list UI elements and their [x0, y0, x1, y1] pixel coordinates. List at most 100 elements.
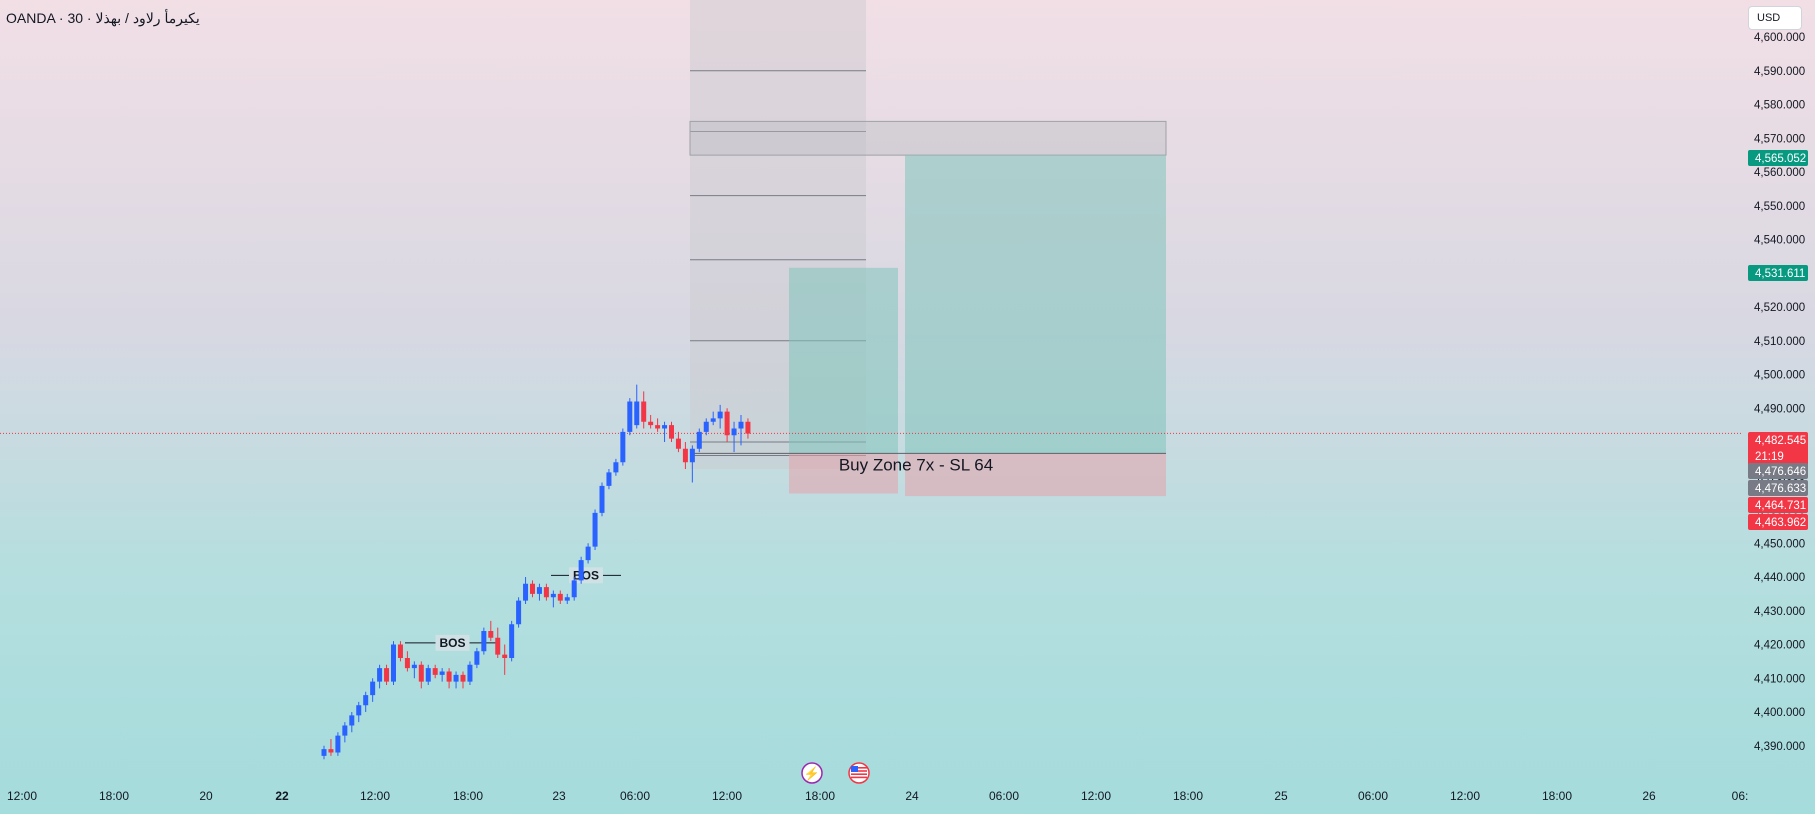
candle-body — [516, 600, 522, 625]
candle — [662, 421, 668, 442]
candle — [682, 442, 688, 469]
candle — [418, 661, 424, 689]
candle-body — [502, 654, 508, 658]
price-tag: 4,464.731 — [1748, 497, 1808, 513]
price-tick-label: 4,430.000 — [1754, 606, 1805, 618]
small-target-zone — [789, 267, 898, 454]
candle-body — [675, 438, 681, 449]
candle — [356, 701, 362, 723]
time-tick-label: 06:00 — [989, 789, 1019, 803]
candle — [724, 408, 730, 442]
price-tick-label: 4,410.000 — [1754, 673, 1805, 685]
candle — [425, 664, 431, 685]
big-target-zone — [905, 154, 1166, 454]
time-tick-label: 22 — [275, 789, 289, 803]
price-tick-label: 4,390.000 — [1754, 741, 1805, 753]
candle-body — [738, 421, 744, 429]
candle — [738, 415, 744, 446]
candle — [696, 428, 702, 453]
candle — [488, 620, 494, 642]
small-stop-zone — [789, 453, 898, 494]
candle — [634, 384, 640, 429]
price-tick-label: 4,590.000 — [1754, 66, 1805, 78]
price-tick-label: 4,560.000 — [1754, 167, 1805, 179]
lightning-event-icon: ⚡ — [801, 762, 823, 784]
candle — [349, 712, 355, 733]
candle-body — [578, 560, 584, 581]
time-tick-label: 12:00 — [7, 789, 37, 803]
candle-body — [384, 668, 390, 682]
price-tag-label: 4,463.962 — [1755, 517, 1806, 529]
candle-body — [411, 664, 417, 669]
candle-body — [717, 411, 723, 419]
price-tag: 4,482.545 21:19 — [1748, 432, 1808, 466]
candle — [460, 671, 466, 689]
candle-body — [689, 448, 695, 463]
candle-body — [648, 421, 654, 426]
price-tick-label: 4,550.000 — [1754, 201, 1805, 213]
price-tick-label: 4,400.000 — [1754, 707, 1805, 719]
time-tick-label: 12:00 — [360, 789, 390, 803]
candle-body — [342, 725, 348, 736]
candle-body — [724, 411, 730, 436]
time-tick-label: 12:00 — [712, 789, 742, 803]
candle — [648, 415, 654, 429]
candle — [578, 556, 584, 584]
price-tag-label: 4,531.611 — [1755, 268, 1805, 280]
candle — [717, 404, 723, 429]
candle-body — [495, 637, 501, 655]
candle — [509, 620, 515, 662]
candle-body — [592, 512, 598, 547]
candle — [321, 745, 327, 760]
big-stop-zone — [905, 453, 1166, 497]
candle — [655, 418, 661, 432]
candle-body — [682, 448, 688, 463]
price-tick-label: 4,600.000 — [1754, 32, 1805, 44]
candle — [335, 732, 341, 756]
bos-label: BOS — [573, 568, 599, 582]
candle-body — [356, 705, 362, 716]
candle-body — [696, 431, 702, 449]
time-tick-label: 06: — [1732, 789, 1749, 803]
price-tag: 4,476.633 — [1748, 480, 1808, 496]
candle — [641, 391, 647, 429]
candle-body — [404, 658, 410, 669]
price-tick-label: 4,450.000 — [1754, 538, 1805, 550]
upper-zone — [689, 120, 1167, 156]
symbol-title[interactable]: OANDA · 30 · يكيرمأ رلاود / بهذلا — [6, 10, 200, 26]
candle-body — [467, 664, 473, 682]
candle — [550, 590, 556, 608]
candle-body — [585, 546, 591, 561]
price-tag: 4,476.646 — [1748, 463, 1808, 479]
price-tag: 4,565.052 — [1748, 150, 1808, 166]
candle — [481, 627, 487, 655]
candle — [689, 445, 695, 483]
currency-button[interactable]: USD — [1748, 6, 1802, 30]
candle — [530, 580, 535, 598]
price-tick-label: 4,420.000 — [1754, 640, 1805, 652]
candle-body — [363, 695, 369, 706]
candle-body — [564, 597, 570, 601]
candle-body — [391, 644, 396, 682]
candle-body — [634, 401, 640, 426]
candle — [599, 482, 605, 517]
candle-body — [425, 668, 431, 682]
candle — [384, 664, 390, 685]
price-tick-label: 4,510.000 — [1754, 336, 1805, 348]
candle — [328, 739, 334, 756]
candle — [627, 398, 633, 436]
candle — [342, 722, 348, 743]
bos-label: BOS — [439, 636, 465, 650]
candle-body — [397, 644, 403, 658]
candle — [411, 661, 417, 679]
svg-text:⚡: ⚡ — [804, 766, 820, 782]
candle — [557, 590, 563, 604]
time-tick-label: 12:00 — [1450, 789, 1480, 803]
candle-body — [550, 593, 556, 598]
time-tick-label: 23 — [552, 789, 566, 803]
time-tick-label: 20 — [199, 789, 213, 803]
candle — [363, 691, 369, 712]
candle — [432, 664, 438, 679]
price-tick-label: 4,490.000 — [1754, 403, 1805, 415]
